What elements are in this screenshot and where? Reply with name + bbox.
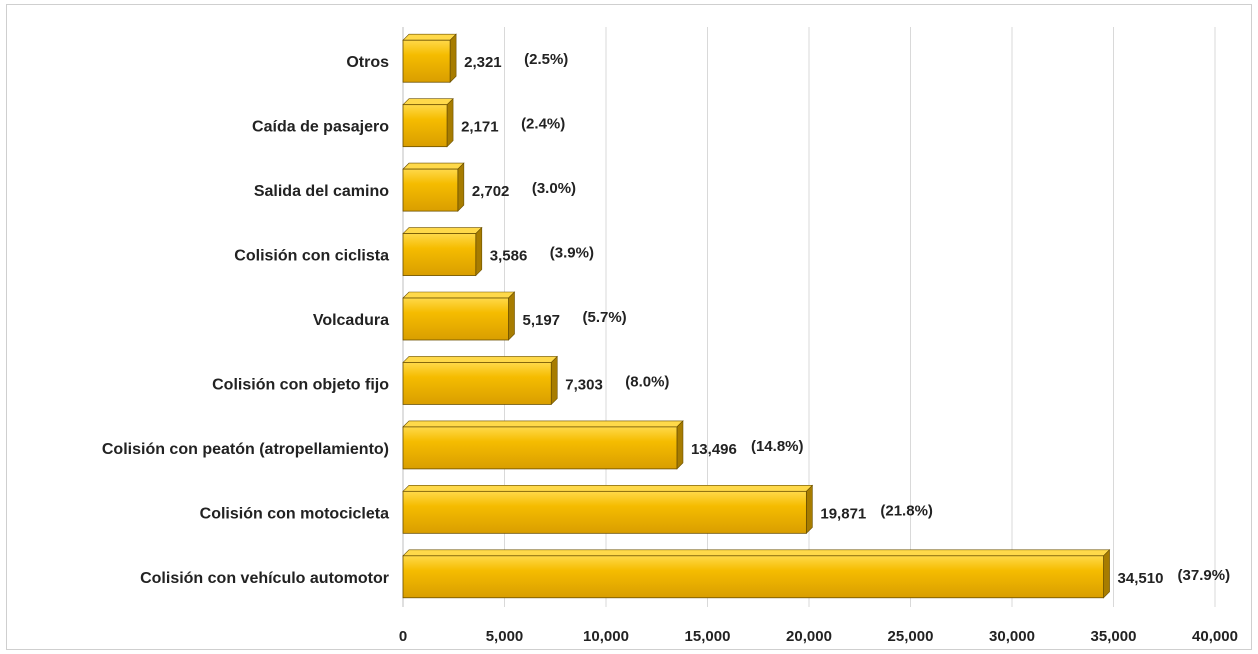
value-label: 2,321 <box>464 54 502 71</box>
bar-top-face <box>402 356 558 363</box>
bar-side-face <box>449 33 457 83</box>
percent-label: (21.8%) <box>880 502 933 519</box>
bar-group <box>402 33 457 83</box>
value-label: 7,303 <box>565 376 603 393</box>
bar-top-face <box>402 227 483 234</box>
bar-side-face <box>475 226 483 277</box>
category-label: Colisión con objeto fijo <box>212 376 389 393</box>
percent-label: (14.8%) <box>751 438 804 455</box>
bar-side-face <box>676 420 684 470</box>
value-label: 2,171 <box>461 119 499 136</box>
bar-side-face <box>446 97 454 148</box>
chart-frame: 0 5,000 10,000 15,000 20,000 25,000 30,000 35,0… <box>6 4 1252 650</box>
x-tick-label: 40,000 <box>1192 628 1238 645</box>
x-tick-label: 35,000 <box>1091 628 1137 645</box>
bar-group <box>402 355 558 406</box>
bar-group <box>402 484 814 535</box>
value-label: 3,586 <box>490 248 528 265</box>
category-label: Volcadura <box>313 312 389 329</box>
bar <box>402 555 1104 599</box>
bar <box>402 297 509 341</box>
percent-label: (2.4%) <box>521 116 565 133</box>
x-tick-label: 5,000 <box>486 628 524 645</box>
bar-top-face <box>402 98 454 105</box>
percent-label: (3.0%) <box>532 180 576 197</box>
percent-label: (37.9%) <box>1178 567 1231 584</box>
x-tick-label: 0 <box>399 628 407 645</box>
bar-top-face <box>402 485 814 492</box>
bar <box>402 104 448 148</box>
category-label: Colisión con ciclista <box>234 248 389 265</box>
x-tick-label: 25,000 <box>888 628 934 645</box>
value-label: 5,197 <box>522 312 560 329</box>
category-label: Colisión con vehículo automotor <box>140 570 389 587</box>
value-label: 13,496 <box>691 441 737 458</box>
x-tick-label: 10,000 <box>583 628 629 645</box>
bar <box>402 362 552 405</box>
bar-chart: 0 5,000 10,000 15,000 20,000 25,000 30,000 35,0… <box>102 27 1238 645</box>
bar-side-face <box>550 355 558 406</box>
bar-top-face <box>402 420 684 428</box>
category-label: Colisión con motocicleta <box>200 505 389 522</box>
bar-side-face <box>457 162 465 212</box>
bar-group <box>402 162 465 212</box>
bar-group <box>402 226 483 277</box>
category-label: Caída de pasajero <box>252 119 389 136</box>
percent-label: (3.9%) <box>550 245 594 262</box>
bar <box>402 490 807 534</box>
category-label: Otros <box>346 54 389 71</box>
bar-group <box>402 549 1111 599</box>
bar-top-face <box>402 549 1111 557</box>
bar <box>402 39 451 83</box>
percent-label: (2.5%) <box>524 51 568 68</box>
percent-label: (5.7%) <box>582 309 626 326</box>
bar-top-face <box>402 162 465 170</box>
category-label: Colisión con peatón (atropellamiento) <box>102 441 389 458</box>
bar <box>402 233 477 276</box>
bar-top-face <box>402 33 457 41</box>
bar-side-face <box>508 291 515 341</box>
bar <box>402 426 678 470</box>
bar-side-face <box>1103 549 1110 599</box>
bar-group <box>402 420 684 470</box>
bar-side-face <box>806 484 813 535</box>
bar-group <box>402 291 516 341</box>
category-label: Salida del camino <box>254 183 389 200</box>
bar-group <box>402 97 454 148</box>
value-label: 34,510 <box>1118 570 1164 587</box>
bar-top-face <box>402 291 516 299</box>
x-tick-label: 30,000 <box>989 628 1035 645</box>
value-label: 19,871 <box>820 505 866 522</box>
percent-label: (8.0%) <box>625 373 669 390</box>
value-label: 2,702 <box>472 183 510 200</box>
x-tick-label: 15,000 <box>685 628 731 645</box>
bar <box>402 168 459 212</box>
x-tick-label: 20,000 <box>786 628 832 645</box>
